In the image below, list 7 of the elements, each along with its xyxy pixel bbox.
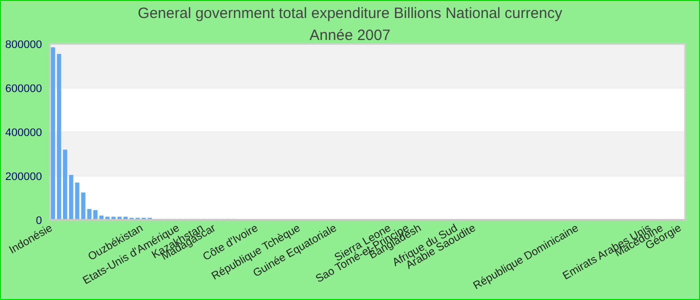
y-tick-label: 800000: [5, 38, 42, 51]
y-tick-label: 0: [36, 214, 42, 227]
y-tick-label: 200000: [5, 170, 42, 183]
y-tick-label: 400000: [5, 126, 42, 139]
chart-title: General government total expenditure Billions National currency: [138, 5, 563, 22]
chart-subtitle: Année 2007: [310, 27, 390, 44]
y-tick-label: 600000: [5, 82, 42, 95]
